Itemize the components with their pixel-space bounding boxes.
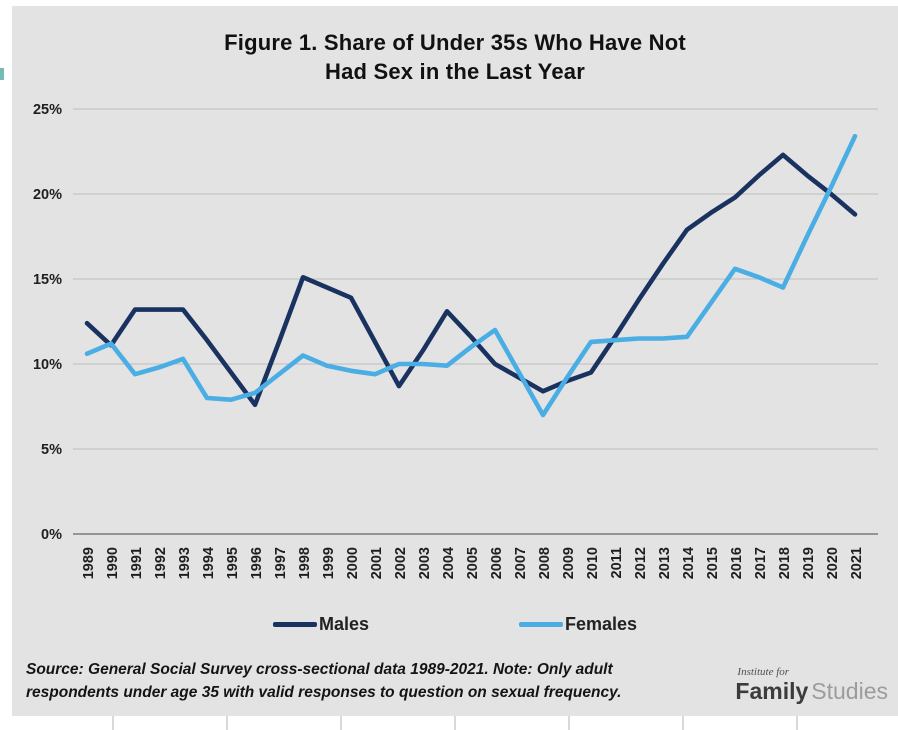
x-tick-1994: 1994: [201, 547, 217, 579]
x-tick-1989: 1989: [81, 547, 97, 579]
x-tick-2005: 2005: [465, 547, 481, 579]
ifs-logo-institute-for: Institute for: [737, 666, 790, 678]
x-tick-1990: 1990: [105, 547, 121, 579]
x-tick-2016: 2016: [729, 547, 745, 579]
y-tick-20%: 20%: [33, 187, 62, 203]
chart-footer: Source: General Social Survey cross-sect…: [26, 658, 890, 704]
ifs-logo-name: Family Studies: [735, 678, 888, 704]
males-line-swatch: [272, 622, 317, 627]
chart-panel: 25% 20% 15% 10% 5% 0% 1989 1990 1991 1992 1993 1994…: [12, 6, 898, 716]
y-tick-15%: 15%: [33, 272, 62, 288]
x-tick-2019: 2019: [801, 547, 817, 579]
x-tick-2011: 2011: [609, 547, 625, 578]
line-chart: 25% 20% 15% 10% 5% 0% 1989 1990 1991 1992 1993 1994…: [33, 102, 878, 579]
chart-legend: Males Females: [12, 614, 898, 635]
x-tick-2010: 2010: [585, 547, 601, 579]
x-tick-2017: 2017: [753, 547, 769, 579]
x-tick-2001: 2001: [369, 547, 385, 579]
ifs-logo: Institute for Family Studies: [735, 666, 890, 704]
x-tick-2015: 2015: [705, 547, 721, 579]
spreadsheet-row-strip: [0, 716, 898, 730]
x-tick-2006: 2006: [489, 547, 505, 579]
x-tick-2018: 2018: [777, 547, 793, 579]
females-line-swatch: [518, 622, 563, 627]
ifs-logo-family: Family: [735, 678, 809, 704]
chart-title: Figure 1. Share of Under 35s Who Have No…: [12, 28, 898, 86]
x-tick-2014: 2014: [681, 547, 697, 579]
legend-item-females: Females: [518, 614, 638, 635]
source-note: Source: General Social Survey cross-sect…: [26, 658, 621, 704]
x-tick-1996: 1996: [249, 547, 265, 579]
y-tick-5%: 5%: [41, 442, 62, 458]
x-tick-1995: 1995: [225, 547, 241, 579]
left-edge-mark: [0, 68, 4, 80]
x-tick-2020: 2020: [825, 547, 841, 579]
legend-label-females: Females: [564, 614, 638, 634]
x-tick-2007: 2007: [513, 547, 529, 579]
x-tick-2008: 2008: [537, 547, 553, 579]
x-tick-1991: 1991: [129, 547, 145, 579]
x-tick-2009: 2009: [561, 547, 577, 579]
y-tick-10%: 10%: [33, 357, 62, 373]
x-tick-2002: 2002: [393, 547, 409, 579]
x-tick-2012: 2012: [633, 547, 649, 579]
x-tick-2021: 2021: [849, 547, 865, 579]
series-line-males: [84, 152, 858, 408]
y-tick-0%: 0%: [41, 527, 62, 543]
x-tick-2004: 2004: [441, 547, 457, 579]
y-tick-25%: 25%: [33, 102, 62, 118]
x-tick-1997: 1997: [273, 547, 289, 579]
source-note-line1: Source: General Social Survey cross-sect…: [26, 661, 613, 678]
legend-label-males: Males: [318, 614, 369, 634]
source-note-line2: respondents under age 35 with valid resp…: [26, 684, 622, 701]
chart-title-line2: Had Sex in the Last Year: [325, 59, 585, 84]
x-tick-1999: 1999: [321, 547, 337, 579]
x-tick-2000: 2000: [345, 547, 361, 579]
x-tick-2003: 2003: [417, 547, 433, 579]
legend-item-males: Males: [272, 614, 369, 635]
x-tick-1992: 1992: [153, 547, 169, 579]
x-tick-1993: 1993: [177, 547, 193, 579]
x-tick-2013: 2013: [657, 547, 673, 579]
chart-title-line1: Figure 1. Share of Under 35s Who Have No…: [224, 30, 686, 55]
ifs-logo-studies: Studies: [811, 678, 888, 704]
x-tick-1998: 1998: [297, 547, 313, 579]
series-line-females: [84, 133, 858, 418]
